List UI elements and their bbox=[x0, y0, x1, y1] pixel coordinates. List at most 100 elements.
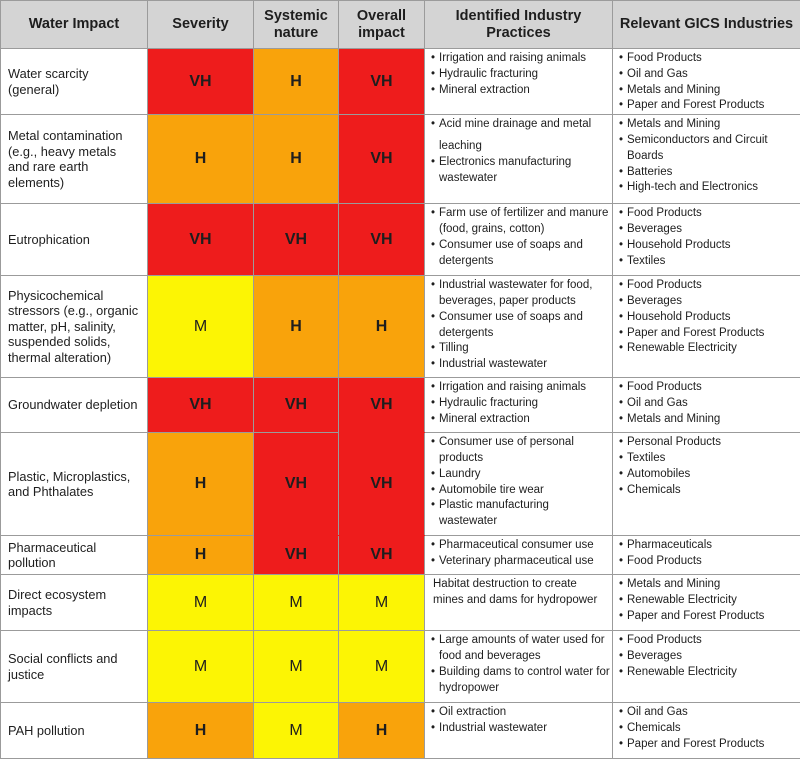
list-item: Paper and Forest Products bbox=[619, 737, 798, 753]
table-row: Physicochemical stressors (e.g., organic… bbox=[0, 275, 800, 379]
list-item: Beverages bbox=[619, 222, 798, 238]
list-item: Semiconductors and Circuit Boards bbox=[619, 133, 798, 165]
list-item: Personal Products bbox=[619, 435, 798, 451]
table-row: Direct ecosystem impacts M M M Habitat d… bbox=[0, 574, 800, 632]
water-impact-cell: Direct ecosystem impacts bbox=[0, 574, 148, 632]
practices-cell: Industrial wastewater for food, beverage… bbox=[424, 275, 613, 379]
systemic-cell: M bbox=[253, 574, 339, 632]
water-impact-cell: Groundwater depletion bbox=[0, 377, 148, 434]
list-item: Consumer use of soaps and detergents bbox=[431, 310, 610, 342]
list-item: Tilling bbox=[431, 341, 610, 357]
list-item: Batteries bbox=[619, 165, 798, 181]
list-item: Household Products bbox=[619, 310, 798, 326]
overall-cell: VH bbox=[338, 535, 425, 576]
list-item: Metals and Mining bbox=[619, 83, 798, 99]
practices-cell: Oil extraction Industrial wastewater bbox=[424, 702, 613, 760]
practices-cell: Acid mine drainage and metal leaching El… bbox=[424, 114, 613, 205]
industries-cell: Personal Products Textiles Automobiles C… bbox=[612, 432, 800, 537]
practices-cell: Irrigation and raising animals Hydraulic… bbox=[424, 47, 613, 116]
industries-cell: Metals and Mining Semiconductors and Cir… bbox=[612, 114, 800, 205]
list-item: Industrial wastewater for food, beverage… bbox=[431, 278, 610, 310]
list-item: Food Products bbox=[619, 380, 798, 396]
table-row: PAH pollution H M H Oil extraction Indus… bbox=[0, 702, 800, 760]
severity-cell: H bbox=[147, 702, 254, 760]
list-item: Automobiles bbox=[619, 467, 798, 483]
practices-cell: Farm use of fertilizer and manure (food,… bbox=[424, 203, 613, 277]
systemic-cell: H bbox=[253, 275, 339, 379]
list-item: Consumer use of soaps and detergents bbox=[431, 238, 610, 270]
overall-cell: VH bbox=[338, 377, 425, 434]
severity-cell: M bbox=[147, 275, 254, 379]
list-item: Automobile tire wear bbox=[431, 483, 610, 499]
severity-cell: M bbox=[147, 574, 254, 632]
header-systemic-nature: Systemic nature bbox=[253, 0, 339, 49]
list-item: Metals and Mining bbox=[619, 412, 798, 428]
list-item: Veterinary pharmaceutical use bbox=[431, 554, 610, 570]
overall-cell: VH bbox=[338, 114, 425, 205]
list-item: Irrigation and raising animals bbox=[431, 51, 610, 67]
list-item: Household Products bbox=[619, 238, 798, 254]
list-item: Oil extraction bbox=[431, 705, 610, 721]
industries-cell: Food Products Beverages Renewable Electr… bbox=[612, 630, 800, 704]
list-item: Renewable Electricity bbox=[619, 341, 798, 357]
systemic-cell: H bbox=[253, 47, 339, 116]
table-row: Social conflicts and justice M M M Large… bbox=[0, 630, 800, 704]
practices-cell: Consumer use of personal products Laundr… bbox=[424, 432, 613, 537]
table-row: Pharmaceutical pollution H VH VH Pharmac… bbox=[0, 535, 800, 576]
practices-cell: Pharmaceutical consumer use Veterinary p… bbox=[424, 535, 613, 576]
list-item: Metals and Mining bbox=[619, 117, 798, 133]
list-item: Paper and Forest Products bbox=[619, 609, 798, 625]
industries-cell: Metals and Mining Renewable Electricity … bbox=[612, 574, 800, 632]
list-item: Paper and Forest Products bbox=[619, 326, 798, 342]
list-item: Food Products bbox=[619, 278, 798, 294]
list-item: Irrigation and raising animals bbox=[431, 380, 610, 396]
list-item: Chemicals bbox=[619, 483, 798, 499]
list-item: Textiles bbox=[619, 451, 798, 467]
list-item: Renewable Electricity bbox=[619, 665, 798, 681]
header-row: Water Impact Severity Systemic nature Ov… bbox=[0, 0, 800, 49]
table-row: Plastic, Microplastics, and Phthalates H… bbox=[0, 432, 800, 537]
list-item: Food Products bbox=[619, 554, 798, 570]
severity-cell: M bbox=[147, 630, 254, 704]
systemic-cell: VH bbox=[253, 203, 339, 277]
practices-cell: Large amounts of water used for food and… bbox=[424, 630, 613, 704]
water-impact-cell: Plastic, Microplastics, and Phthalates bbox=[0, 432, 148, 537]
list-item: Chemicals bbox=[619, 721, 798, 737]
list-item: Industrial wastewater bbox=[431, 357, 610, 373]
systemic-cell: VH bbox=[253, 432, 339, 537]
list-item: Electronics manufacturing wastewater bbox=[431, 155, 610, 187]
table-row: Water scarcity (general) VH H VH Irrigat… bbox=[0, 47, 800, 116]
list-item: High-tech and Electronics bbox=[619, 180, 798, 196]
systemic-cell: VH bbox=[253, 535, 339, 576]
list-item: Metals and Mining bbox=[619, 577, 798, 593]
industries-cell: Food Products Oil and Gas Metals and Min… bbox=[612, 47, 800, 116]
list-item: Hydraulic fracturing bbox=[431, 396, 610, 412]
water-impact-cell: Pharmaceutical pollution bbox=[0, 535, 148, 576]
list-item: Food Products bbox=[619, 206, 798, 222]
industries-cell: Oil and Gas Chemicals Paper and Forest P… bbox=[612, 702, 800, 760]
overall-cell: H bbox=[338, 275, 425, 379]
severity-cell: H bbox=[147, 535, 254, 576]
list-item: Mineral extraction bbox=[431, 83, 610, 99]
water-impact-cell: Metal contamination (e.g., heavy metals … bbox=[0, 114, 148, 205]
water-impact-cell: Water scarcity (general) bbox=[0, 47, 148, 116]
list-item: Laundry bbox=[431, 467, 610, 483]
overall-cell: VH bbox=[338, 47, 425, 116]
list-item: Oil and Gas bbox=[619, 396, 798, 412]
severity-cell: VH bbox=[147, 203, 254, 277]
systemic-cell: M bbox=[253, 702, 339, 760]
overall-cell: VH bbox=[338, 432, 425, 537]
overall-cell: M bbox=[338, 630, 425, 704]
list-item: Food Products bbox=[619, 633, 798, 649]
water-impact-cell: Eutrophication bbox=[0, 203, 148, 277]
list-item: Plastic manufacturing wastewater bbox=[431, 498, 610, 530]
header-industry-practices: Identified Industry Practices bbox=[424, 0, 613, 49]
list-item: Food Products bbox=[619, 51, 798, 67]
overall-cell: VH bbox=[338, 203, 425, 277]
header-overall-impact: Overall impact bbox=[338, 0, 425, 49]
severity-cell: VH bbox=[147, 47, 254, 116]
practices-text: Habitat destruction to create mines and … bbox=[433, 578, 598, 606]
table-row: Eutrophication VH VH VH Farm use of fert… bbox=[0, 203, 800, 277]
water-impact-cell: Physicochemical stressors (e.g., organic… bbox=[0, 275, 148, 379]
